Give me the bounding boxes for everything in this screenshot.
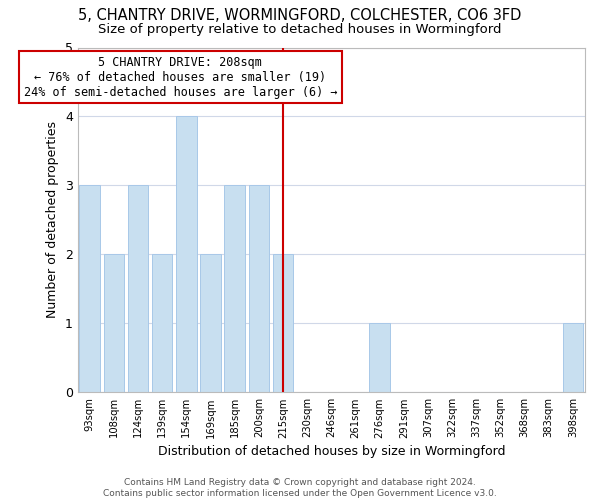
Bar — [224, 186, 245, 392]
Y-axis label: Number of detached properties: Number of detached properties — [46, 122, 59, 318]
Bar — [563, 324, 583, 392]
Bar — [248, 186, 269, 392]
Text: 5 CHANTRY DRIVE: 208sqm
← 76% of detached houses are smaller (19)
24% of semi-de: 5 CHANTRY DRIVE: 208sqm ← 76% of detache… — [23, 56, 337, 99]
Bar — [128, 186, 148, 392]
Bar — [152, 254, 172, 392]
Bar — [104, 254, 124, 392]
Bar — [273, 254, 293, 392]
Text: Size of property relative to detached houses in Wormingford: Size of property relative to detached ho… — [98, 22, 502, 36]
Text: Contains HM Land Registry data © Crown copyright and database right 2024.
Contai: Contains HM Land Registry data © Crown c… — [103, 478, 497, 498]
Bar — [176, 116, 197, 392]
Bar — [200, 254, 221, 392]
Bar — [370, 324, 390, 392]
Text: 5, CHANTRY DRIVE, WORMINGFORD, COLCHESTER, CO6 3FD: 5, CHANTRY DRIVE, WORMINGFORD, COLCHESTE… — [79, 8, 521, 22]
X-axis label: Distribution of detached houses by size in Wormingford: Distribution of detached houses by size … — [158, 444, 505, 458]
Bar — [79, 186, 100, 392]
